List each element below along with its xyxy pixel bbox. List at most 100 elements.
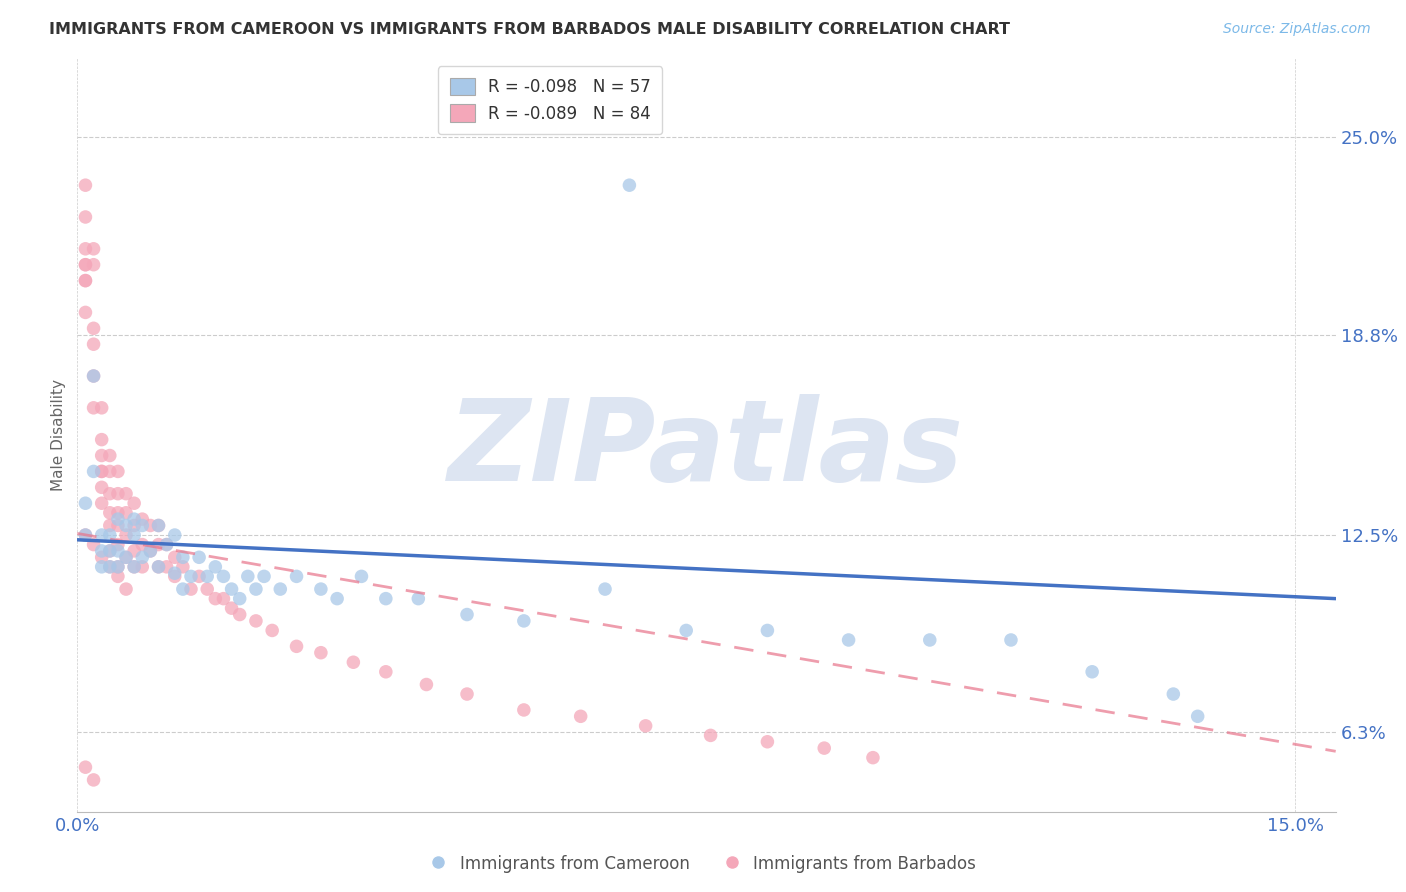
Point [90, 496, 112, 510]
Point [90, 559, 112, 574]
Point [139, 544, 162, 558]
Text: IMMIGRANTS FROM CAMEROON VS IMMIGRANTS FROM BARBADOS MALE DISABILITY CORRELATION: IMMIGRANTS FROM CAMEROON VS IMMIGRANTS F… [49, 22, 1010, 37]
Point [172, 559, 194, 574]
Point [228, 607, 250, 622]
Point [75, 258, 97, 272]
Point [148, 538, 170, 552]
Point [245, 614, 267, 628]
Point [107, 538, 129, 552]
Point [90, 449, 112, 463]
Point [513, 703, 536, 717]
Point [98, 544, 121, 558]
Point [699, 728, 721, 742]
Point [98, 465, 121, 479]
Point [269, 582, 291, 596]
Point [172, 582, 194, 596]
Text: Source: ZipAtlas.com: Source: ZipAtlas.com [1223, 22, 1371, 37]
Point [148, 559, 170, 574]
Point [131, 518, 153, 533]
Point [115, 528, 138, 542]
Point [148, 518, 170, 533]
Point [756, 624, 779, 638]
Point [236, 569, 259, 583]
Point [131, 550, 153, 565]
Point [115, 550, 138, 565]
Point [107, 559, 129, 574]
Point [75, 528, 97, 542]
Point [90, 465, 112, 479]
Point [75, 258, 97, 272]
Point [98, 486, 121, 500]
Point [285, 569, 308, 583]
Point [195, 569, 218, 583]
Point [75, 210, 97, 224]
Point [107, 518, 129, 533]
Point [83, 369, 105, 384]
Point [107, 559, 129, 574]
Point [107, 486, 129, 500]
Point [98, 544, 121, 558]
Point [98, 518, 121, 533]
Point [326, 591, 349, 606]
Point [245, 582, 267, 596]
Point [350, 569, 373, 583]
Point [98, 559, 121, 574]
Point [115, 506, 138, 520]
Point [253, 569, 276, 583]
Point [163, 550, 186, 565]
Legend: R = -0.098   N = 57, R = -0.089   N = 84: R = -0.098 N = 57, R = -0.089 N = 84 [439, 66, 662, 135]
Point [513, 614, 536, 628]
Point [163, 569, 186, 583]
Point [98, 528, 121, 542]
Point [309, 646, 332, 660]
Legend: Immigrants from Cameroon, Immigrants from Barbados: Immigrants from Cameroon, Immigrants fro… [423, 848, 983, 880]
Point [122, 496, 145, 510]
Point [188, 569, 211, 583]
Point [180, 569, 202, 583]
Point [90, 550, 112, 565]
Point [756, 735, 779, 749]
Point [122, 544, 145, 558]
Point [862, 750, 884, 764]
Point [122, 528, 145, 542]
Point [107, 569, 129, 583]
Point [212, 591, 235, 606]
Point [163, 566, 186, 581]
Point [285, 640, 308, 654]
Point [90, 465, 112, 479]
Point [156, 559, 179, 574]
Point [918, 632, 941, 647]
Point [163, 528, 186, 542]
Point [813, 741, 835, 756]
Point [139, 544, 162, 558]
Point [98, 506, 121, 520]
Y-axis label: Male Disability: Male Disability [51, 379, 66, 491]
Point [131, 538, 153, 552]
Point [221, 582, 243, 596]
Point [619, 178, 641, 193]
Point [115, 518, 138, 533]
Point [107, 465, 129, 479]
Point [634, 719, 657, 733]
Point [75, 242, 97, 256]
Point [342, 655, 364, 669]
Point [90, 433, 112, 447]
Point [1081, 665, 1104, 679]
Point [228, 591, 250, 606]
Point [408, 591, 430, 606]
Point [98, 449, 121, 463]
Point [309, 582, 332, 596]
Point [374, 591, 396, 606]
Point [195, 582, 218, 596]
Point [122, 512, 145, 526]
Point [188, 550, 211, 565]
Point [148, 518, 170, 533]
Point [415, 677, 437, 691]
Point [156, 538, 179, 552]
Point [569, 709, 592, 723]
Point [221, 601, 243, 615]
Point [83, 465, 105, 479]
Point [1163, 687, 1185, 701]
Point [107, 544, 129, 558]
Point [180, 582, 202, 596]
